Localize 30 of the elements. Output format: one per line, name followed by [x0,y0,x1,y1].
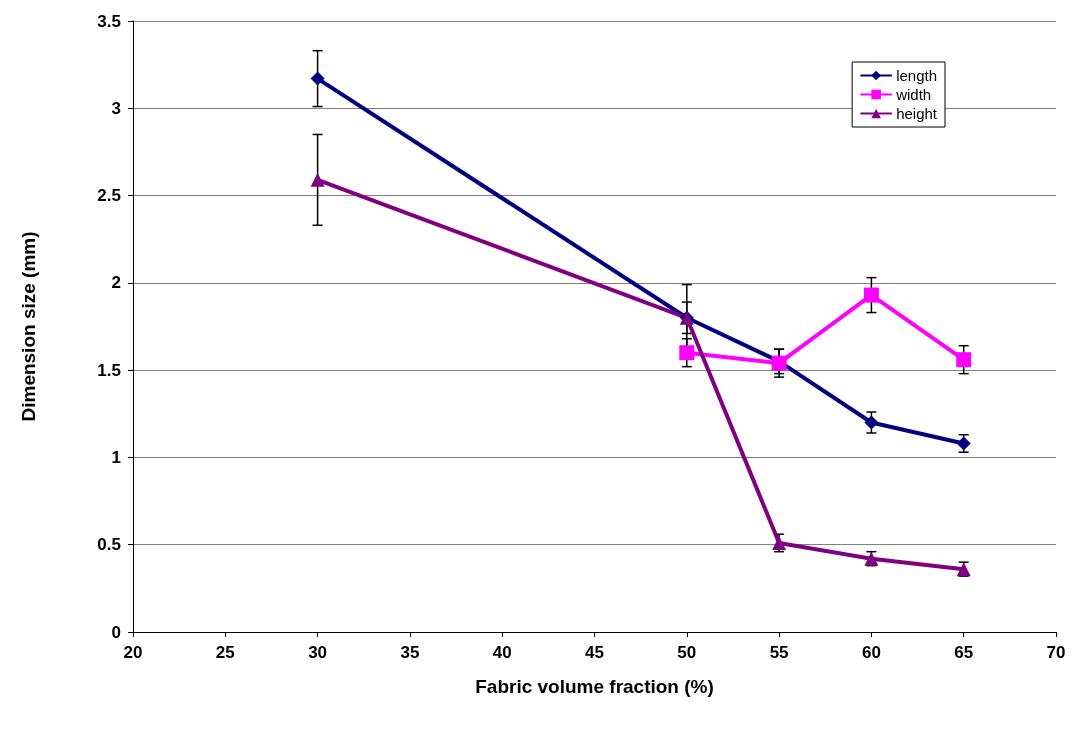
x-tick-label: 60 [861,643,881,662]
x-tick-label: 70 [1046,643,1066,662]
point [310,172,325,187]
point [956,352,972,368]
y-tick-label: 3 [111,98,121,118]
point [310,71,325,86]
point [864,415,879,430]
x-tick-label: 45 [585,643,604,662]
x-tick-label: 55 [769,643,789,662]
legend-label: height [896,105,938,122]
y-tick-label: 0.5 [97,535,121,555]
x-tick-label: 30 [308,643,328,662]
legend-label: length [896,67,938,84]
y-tick-label: 3.5 [97,11,121,31]
legend-label: width [895,86,932,103]
x-tick-label: 25 [215,643,235,662]
y-tick-label: 2.5 [97,186,121,206]
y-axis-title: Dimension size (mm) [18,231,39,422]
x-axis-title: Fabric volume fraction (%) [475,676,714,697]
y-tick-label: 1 [111,447,121,467]
x-tick-label: 40 [492,643,512,662]
point [679,345,695,361]
y-tick-label: 1.5 [97,360,121,380]
point [863,287,879,303]
y-tick-label: 0 [111,622,121,642]
y-tick-label: 2 [111,273,121,293]
x-tick-label: 65 [954,643,974,662]
x-tick-label: 35 [400,643,420,662]
x-tick-label: 50 [677,643,697,662]
x-tick-label: 20 [123,643,143,662]
